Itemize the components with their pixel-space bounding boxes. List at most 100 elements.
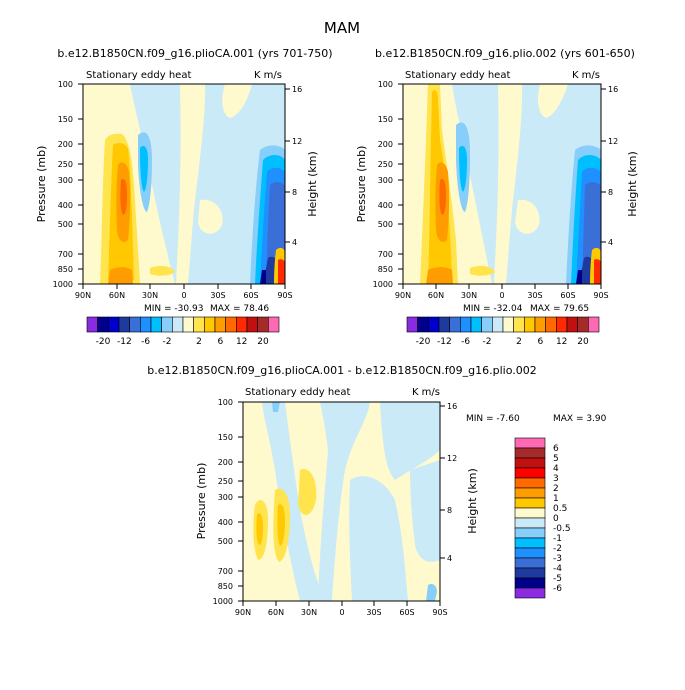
y-tick-label: 150 (218, 433, 233, 442)
panel-title: b.e12.B1850CN.f09_g16.plio.002 (yrs 601-… (375, 47, 635, 60)
colorbar-label: -2 (553, 544, 562, 554)
colorbar-swatch (556, 316, 568, 333)
colorbar-label: 3 (553, 474, 559, 484)
height-tick-label: 4 (447, 554, 452, 563)
figure-title: MAM (324, 19, 360, 37)
colorbar-swatch (513, 316, 525, 333)
y-tick-label: 300 (218, 493, 233, 502)
y-axis-label-right: Height (km) (306, 151, 319, 217)
colorbar-horizontal: -20 -12 -6 -2 2 6 12 20 (86, 316, 280, 347)
colorbar-swatch (514, 447, 546, 459)
y-tick-label: 500 (58, 220, 73, 229)
colorbar-label: -2 (483, 337, 492, 347)
x-tick-label: 90S (432, 608, 447, 617)
y-tick-label: 300 (58, 176, 73, 185)
y-tick-label: 700 (218, 567, 233, 576)
colorbar-label: 6 (217, 337, 223, 347)
colorbar-swatch (406, 316, 418, 333)
colorbar-swatch (460, 316, 472, 333)
x-tick-label: 90S (593, 291, 608, 300)
colorbar-swatch (492, 316, 504, 333)
y-axis-label-right: Height (km) (626, 151, 639, 217)
colorbar-swatch (514, 467, 546, 479)
y-tick-label: 100 (58, 80, 73, 89)
x-tick-label: 60S (399, 608, 414, 617)
colorbar-swatch (150, 316, 162, 333)
y-tick-label: 100 (378, 80, 393, 89)
colorbar-swatch (577, 316, 589, 333)
colorbar-swatch (524, 316, 536, 333)
x-tick-label: 90N (75, 291, 91, 300)
y-tick-label: 400 (378, 201, 393, 210)
x-tick-label: 60N (109, 291, 125, 300)
x-tick-label: 90S (277, 291, 292, 300)
colorbar-swatch (438, 316, 450, 333)
x-tick-label: 30S (527, 291, 542, 300)
height-tick-label: 16 (447, 402, 457, 411)
y-axis-label: Pressure (mb) (355, 146, 368, 223)
y-tick-label: 700 (58, 250, 73, 259)
colorbar-label: 2 (553, 484, 559, 494)
colorbar-label: -12 (437, 337, 452, 347)
x-tick-label: 30S (210, 291, 225, 300)
max-label: MAX = 78.46 (210, 304, 269, 314)
colorbar-swatch (514, 437, 546, 449)
colorbar-swatch (514, 497, 546, 509)
panel-difference: b.e12.B1850CN.f09_g16.plioCA.001 - b.e12… (147, 364, 606, 617)
contour-field (83, 84, 285, 284)
panel-units: K m/s (254, 70, 282, 81)
panel-title: b.e12.B1850CN.f09_g16.plioCA.001 - b.e12… (147, 364, 536, 377)
colorbar-swatch (193, 316, 205, 333)
colorbar-swatch (588, 316, 600, 333)
colorbar-label: 0.5 (553, 504, 567, 514)
colorbar-swatch (161, 316, 173, 333)
colorbar-label: -0.5 (553, 524, 571, 534)
colorbar-label: -6 (553, 584, 562, 594)
height-tick-label: 4 (292, 238, 297, 247)
x-tick-label: 0 (339, 608, 344, 617)
colorbar-label: -12 (117, 337, 132, 347)
height-tick-label: 12 (292, 137, 302, 146)
height-tick-label: 8 (608, 188, 613, 197)
colorbar-swatch (514, 517, 546, 529)
y-tick-label: 250 (378, 160, 393, 169)
x-tick-label: 60S (243, 291, 258, 300)
colorbar-swatch (514, 477, 546, 489)
y-tick-label: 400 (218, 518, 233, 527)
min-label: MIN = -30.93 (144, 304, 203, 314)
panel-subtitle: Stationary eddy heat (405, 70, 510, 81)
x-tick-label: 0 (499, 291, 504, 300)
colorbar-swatch (246, 316, 258, 333)
colorbar-label: -5 (553, 574, 562, 584)
x-tick-label: 30N (301, 608, 317, 617)
colorbar-swatch (470, 316, 482, 333)
panel-subtitle: Stationary eddy heat (86, 70, 191, 81)
panel-left: b.e12.B1850CN.f09_g16.plioCA.001 (yrs 70… (35, 47, 333, 347)
colorbar-label: 1 (553, 494, 559, 504)
colorbar-label: 6 (537, 337, 543, 347)
colorbar-swatch (268, 316, 280, 333)
y-tick-label: 150 (58, 115, 73, 124)
y-tick-label: 1000 (373, 280, 393, 289)
colorbar-swatch (214, 316, 226, 333)
y-tick-label: 500 (218, 537, 233, 546)
panel-units: K m/s (412, 387, 440, 398)
colorbar-swatch (566, 316, 578, 333)
colorbar-swatch (108, 316, 120, 333)
colorbar-swatch (502, 316, 514, 333)
height-tick-label: 16 (608, 85, 618, 94)
x-tick-label: 0 (181, 291, 186, 300)
y-tick-label: 200 (378, 140, 393, 149)
y-tick-label: 1000 (213, 597, 233, 606)
y-tick-label: 300 (378, 176, 393, 185)
colorbar-swatch (514, 457, 546, 469)
colorbar-swatch (86, 316, 98, 333)
panel-title: b.e12.B1850CN.f09_g16.plioCA.001 (yrs 70… (57, 47, 332, 60)
colorbar-swatch (449, 316, 461, 333)
colorbar-swatch (97, 316, 109, 333)
y-tick-label: 200 (218, 458, 233, 467)
colorbar-label: -3 (553, 554, 562, 564)
max-label: MAX = 3.90 (553, 414, 607, 424)
colorbar-label: -1 (553, 534, 562, 544)
